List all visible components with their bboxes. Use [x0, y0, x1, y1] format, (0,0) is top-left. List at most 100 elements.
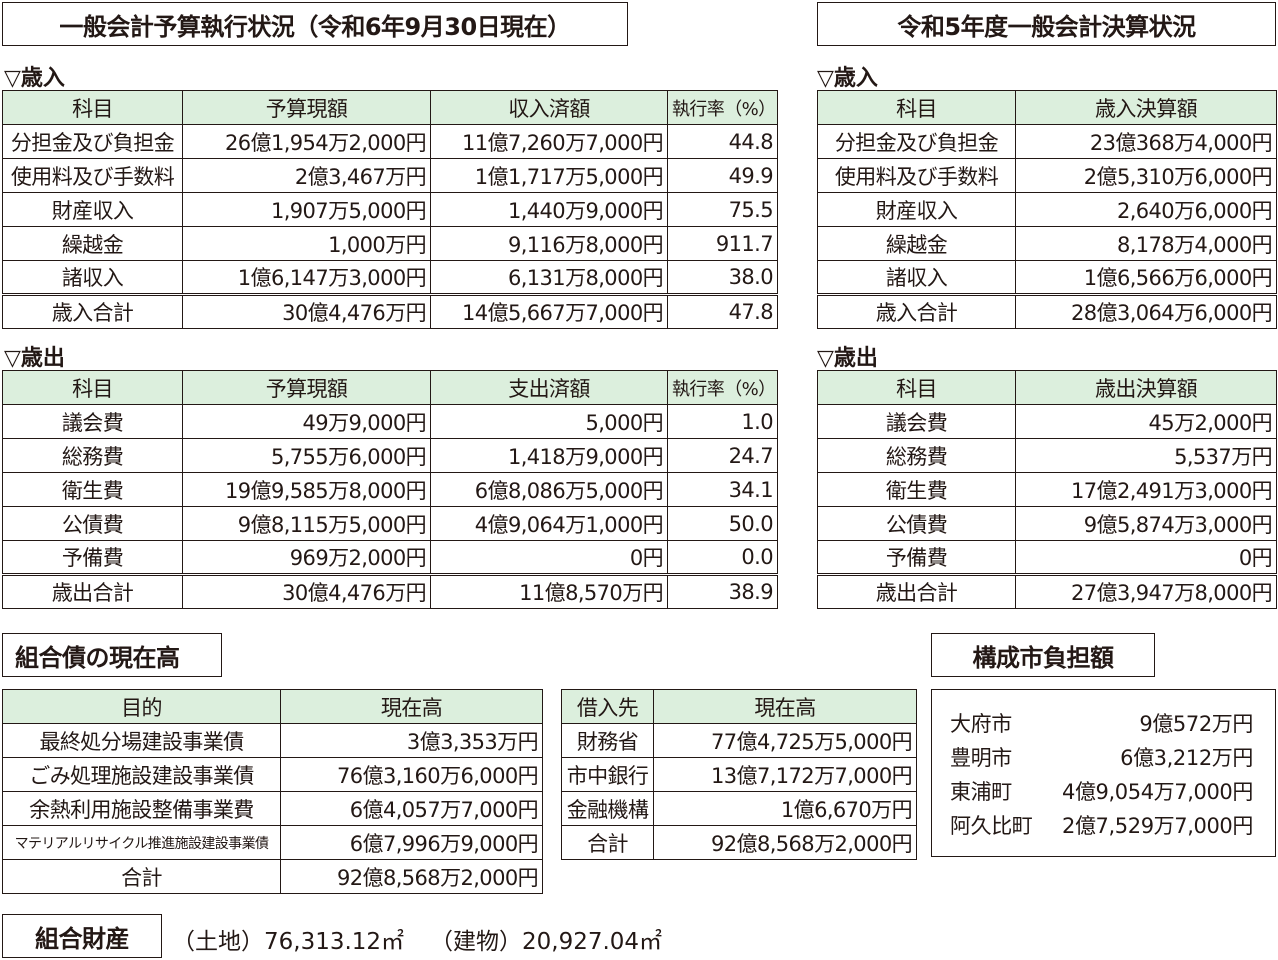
item-cell: 使用料及び手数料	[817, 158, 1016, 193]
balance-cell: 13億7,172万7,000円	[653, 757, 917, 792]
share-row: 豊明市 6億3,212万円	[950, 740, 1253, 774]
settlement-title: 令和5年度一般会計決算状況	[817, 2, 1276, 46]
table-header-row: 科目 歳入決算額	[817, 90, 1277, 125]
total-row: 歳入合計 28億3,064万6,000円	[817, 293, 1277, 329]
share-title: 構成市負担額	[931, 633, 1155, 677]
lender-cell: 財務省	[561, 723, 654, 758]
paid-cell: 11億8,570万円	[430, 573, 668, 609]
budget-cell: 49万9,000円	[182, 404, 431, 439]
balance-cell: 76億3,160万6,000円	[280, 757, 543, 792]
paid-cell: 5,000円	[430, 404, 668, 439]
header-cell: 現在高	[653, 689, 917, 724]
balance-cell: 92億8,568万2,000円	[280, 859, 543, 894]
item-cell: 繰越金	[2, 226, 183, 261]
rate-cell: 47.8	[667, 293, 778, 329]
header-cell: 支出済額	[430, 370, 668, 405]
budget-cell: 2億3,467万円	[182, 158, 431, 193]
exec-revenue-label: ▽歳入	[4, 66, 65, 91]
amount-cell: 5,537万円	[1015, 438, 1277, 473]
received-cell: 1,440万9,000円	[430, 192, 668, 227]
amount-cell: 2億5,310万6,000円	[1015, 158, 1277, 193]
table-row: 金融機構 1億6,670万円	[561, 791, 917, 826]
rate-cell: 24.7	[667, 438, 778, 473]
header-cell: 予算現額	[182, 90, 431, 125]
municipality-name: 阿久比町	[950, 814, 1033, 838]
rate-cell: 49.9	[667, 158, 778, 193]
item-cell: 衛生費	[2, 472, 183, 507]
budget-cell: 19億9,585万8,000円	[182, 472, 431, 507]
share-row: 東浦町 4億9,054万7,000円	[950, 774, 1253, 808]
table-header-row: 科目 予算現額 支出済額 執行率（%）	[2, 370, 778, 405]
lender-cell: 金融機構	[561, 791, 654, 826]
item-cell: 分担金及び負担金	[817, 124, 1016, 159]
bonds-title: 組合債の現在高	[2, 633, 222, 677]
paid-cell: 1,418万9,000円	[430, 438, 668, 473]
amount-cell: 1億6,566万6,000円	[1015, 260, 1277, 295]
property-title: 組合財産	[2, 914, 162, 958]
item-cell: 公債費	[817, 506, 1016, 541]
item-cell: 財産収入	[817, 192, 1016, 227]
table-row: 繰越金 1,000万円 9,116万8,000円 911.7	[2, 226, 778, 261]
header-cell: 執行率（%）	[667, 370, 778, 405]
header-cell: 予算現額	[182, 370, 431, 405]
received-cell: 1億1,717万5,000円	[430, 158, 668, 193]
header-cell: 現在高	[280, 689, 543, 724]
received-cell: 9,116万8,000円	[430, 226, 668, 261]
paid-cell: 4億9,064万1,000円	[430, 506, 668, 541]
exec-expenditure-label: ▽歳出	[4, 346, 65, 371]
rate-cell: 50.0	[667, 506, 778, 541]
municipality-name: 大府市	[950, 712, 1012, 736]
rate-cell: 44.8	[667, 124, 778, 159]
table-row: 市中銀行 13億7,172万7,000円	[561, 757, 917, 792]
item-cell: 総務費	[817, 438, 1016, 473]
budget-cell: 30億4,476万円	[182, 293, 431, 329]
item-cell: 予備費	[2, 540, 183, 575]
total-row: 歳出合計 30億4,476万円 11億8,570万円 38.9	[2, 573, 778, 609]
table-row: 分担金及び負担金 23億368万4,000円	[817, 124, 1277, 159]
item-cell: 歳出合計	[2, 573, 183, 609]
amount-cell: 45万2,000円	[1015, 404, 1277, 439]
header-cell: 目的	[2, 689, 281, 724]
table-row: 繰越金 8,178万4,000円	[817, 226, 1277, 261]
rate-cell: 0.0	[667, 540, 778, 575]
total-row: 合計 92億8,568万2,000円	[2, 859, 543, 894]
amount-cell: 28億3,064万6,000円	[1015, 293, 1277, 329]
table-header-row: 借入先 現在高	[561, 689, 917, 724]
item-cell: 歳出合計	[817, 573, 1016, 609]
balance-cell: 6億7,996万9,000円	[280, 825, 543, 860]
balance-cell: 1億6,670万円	[653, 791, 917, 826]
item-cell: 繰越金	[817, 226, 1016, 261]
table-row: 衛生費 17億2,491万3,000円	[817, 472, 1277, 507]
budget-cell: 969万2,000円	[182, 540, 431, 575]
balance-cell: 6億4,057万7,000円	[280, 791, 543, 826]
table-row: 総務費 5,537万円	[817, 438, 1277, 473]
table-row: 予備費 0円	[817, 540, 1277, 575]
item-cell: 議会費	[2, 404, 183, 439]
share-box: 大府市 9億572万円 豊明市 6億3,212万円 東浦町 4億9,054万7,000…	[931, 689, 1276, 857]
table-row: 財産収入 1,907万5,000円 1,440万9,000円 75.5	[2, 192, 778, 227]
balance-cell: 3億3,353万円	[280, 723, 543, 758]
item-cell: 公債費	[2, 506, 183, 541]
item-cell: 予備費	[817, 540, 1016, 575]
table-row: 使用料及び手数料 2億5,310万6,000円	[817, 158, 1277, 193]
amount-cell: 23億368万4,000円	[1015, 124, 1277, 159]
bonds-purpose-table: 目的 現在高 最終処分場建設事業債 3億3,353万円 ごみ処理施設建設事業債 76…	[2, 689, 543, 894]
municipality-amount: 6億3,212万円	[1120, 746, 1253, 770]
share-row: 大府市 9億572万円	[950, 706, 1253, 740]
paid-cell: 0円	[430, 540, 668, 575]
received-cell: 11億7,260万7,000円	[430, 124, 668, 159]
purpose-cell: マテリアルリサイクル推進施設建設事業債	[2, 825, 281, 860]
table-row: 財務省 77億4,725万5,000円	[561, 723, 917, 758]
budget-cell: 30億4,476万円	[182, 573, 431, 609]
header-cell: 科目	[817, 370, 1016, 405]
table-row: 諸収入 1億6,147万3,000円 6,131万8,000円 38.0	[2, 260, 778, 295]
header-cell: 借入先	[561, 689, 654, 724]
amount-cell: 2,640万6,000円	[1015, 192, 1277, 227]
amount-cell: 8,178万4,000円	[1015, 226, 1277, 261]
table-row: 公債費 9億5,874万3,000円	[817, 506, 1277, 541]
table-header-row: 科目 歳出決算額	[817, 370, 1277, 405]
item-cell: 財産収入	[2, 192, 183, 227]
exec-expenditure-table: 科目 予算現額 支出済額 執行率（%） 議会費 49万9,000円 5,000円 1.…	[2, 370, 778, 609]
received-cell: 14億5,667万7,000円	[430, 293, 668, 329]
item-cell: 諸収入	[2, 260, 183, 295]
